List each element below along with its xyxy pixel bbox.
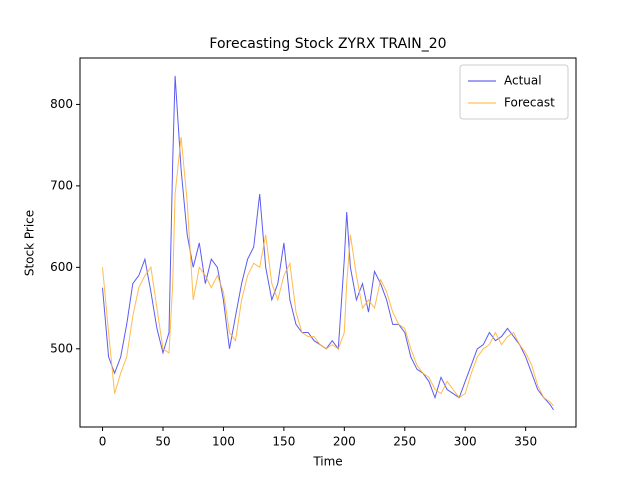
legend-label: Actual <box>504 74 542 88</box>
x-tick-label: 100 <box>212 435 235 449</box>
legend-label: Forecast <box>504 96 555 110</box>
plot-frame <box>79 57 577 428</box>
y-axis-label: Stock Price <box>23 210 37 276</box>
data-line <box>102 136 554 407</box>
x-tick-label: 0 <box>99 435 107 449</box>
y-tick-label: 500 <box>50 341 73 355</box>
x-tick-label: 150 <box>272 435 295 449</box>
x-tick-label: 50 <box>155 435 170 449</box>
y-tick-label: 700 <box>50 178 73 192</box>
data-line <box>102 75 554 411</box>
y-tick-label: 800 <box>50 97 73 111</box>
legend-box <box>459 64 569 120</box>
x-tick-label: 250 <box>393 435 416 449</box>
y-tick-label: 600 <box>50 260 73 274</box>
chart-title: Forecasting Stock ZYRX TRAIN_20 <box>209 36 446 52</box>
x-tick-label: 200 <box>333 435 356 449</box>
x-tick-label: 300 <box>454 435 477 449</box>
x-tick-label: 350 <box>514 435 537 449</box>
x-axis-label: Time <box>312 455 342 469</box>
